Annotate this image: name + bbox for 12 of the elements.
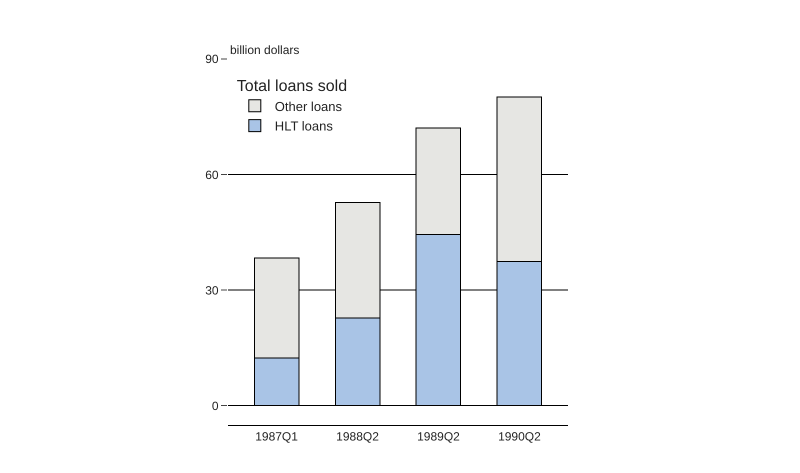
legend-label: Other loans: [274, 98, 343, 114]
x-tick-label: 1990Q2: [498, 429, 542, 444]
y-tick-label: 60: [205, 168, 219, 182]
y-tick-label: 0: [212, 398, 219, 413]
y-tick-label: 90: [205, 52, 219, 66]
legend-label: HLT loans: [274, 118, 334, 134]
x-tick-label: 1988Q2: [336, 429, 380, 444]
legend-title: Total loans sold: [236, 78, 348, 95]
y-tick-label: 30: [205, 283, 219, 298]
x-tick-label: 1987Q1: [255, 429, 298, 444]
y-axis-title: billion dollars: [230, 43, 300, 57]
x-tick-label: 1989Q2: [417, 429, 460, 444]
